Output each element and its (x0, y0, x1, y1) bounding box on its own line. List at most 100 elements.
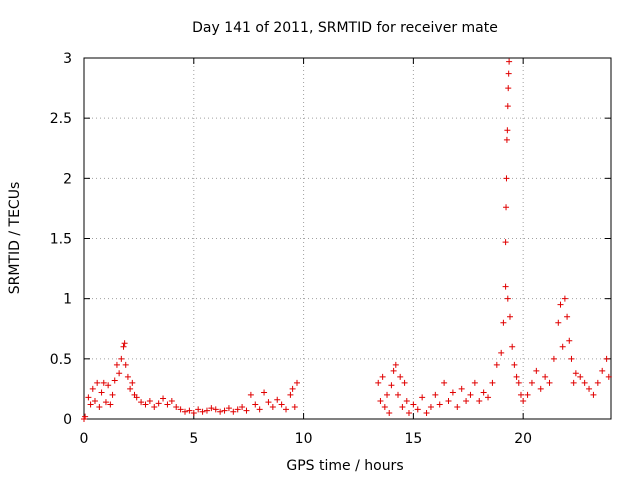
data-point (160, 395, 167, 402)
plot-frame (83, 57, 612, 420)
data-point (550, 355, 557, 362)
data-point (566, 337, 573, 344)
data-point (225, 405, 232, 412)
data-point (533, 367, 540, 374)
data-point (476, 397, 483, 404)
data-point (489, 379, 496, 386)
data-point (89, 385, 96, 392)
data-point (146, 397, 153, 404)
data-point (100, 379, 107, 386)
data-point (212, 406, 219, 413)
data-point (410, 401, 417, 408)
data-point (274, 396, 281, 403)
data-point (96, 403, 103, 410)
data-point (505, 85, 512, 92)
data-point (397, 373, 404, 380)
data-point (454, 403, 461, 410)
data-point (505, 70, 512, 77)
data-point (432, 391, 439, 398)
data-point (287, 391, 294, 398)
data-point (377, 397, 384, 404)
data-point (177, 406, 184, 413)
data-point (105, 382, 112, 389)
data-point (445, 397, 452, 404)
x-tick-label: 20 (514, 431, 532, 447)
data-point (423, 409, 430, 416)
data-point (503, 136, 510, 143)
data-point (293, 379, 300, 386)
data-point (570, 379, 577, 386)
data-point (247, 391, 254, 398)
data-point (375, 379, 382, 386)
data-point (173, 403, 180, 410)
data-point (537, 385, 544, 392)
data-point (116, 370, 123, 377)
data-point (517, 391, 524, 398)
data-point (113, 361, 120, 368)
data-point (414, 406, 421, 413)
data-point (182, 408, 189, 415)
data-point (278, 401, 285, 408)
data-point (120, 343, 127, 350)
y-tick-label: 2.5 (50, 111, 72, 127)
data-point (133, 394, 140, 401)
data-point (503, 175, 510, 182)
data-point (388, 382, 395, 389)
data-point (463, 397, 470, 404)
data-point (199, 408, 206, 415)
data-point (458, 385, 465, 392)
axis-ticks: 0 5 10 15 20 0 0.5 1 1.5 2 2.5 3 (50, 51, 611, 447)
data-point (581, 379, 588, 386)
data-point (520, 397, 527, 404)
data-point (503, 204, 510, 211)
y-tick-label: 1 (63, 292, 72, 308)
data-point (511, 361, 518, 368)
data-point (528, 379, 535, 386)
data-point (239, 403, 246, 410)
data-points (81, 58, 612, 422)
data-point (379, 373, 386, 380)
data-point (594, 379, 601, 386)
data-point (557, 301, 564, 308)
data-point (252, 401, 259, 408)
data-point (498, 349, 505, 356)
data-point (289, 385, 296, 392)
data-point (515, 379, 522, 386)
data-point (124, 373, 131, 380)
x-tick-label: 10 (295, 431, 313, 447)
data-point (121, 340, 128, 347)
data-point (485, 394, 492, 401)
data-point (506, 58, 513, 65)
x-axis-label: GPS time / hours (286, 458, 403, 474)
data-point (502, 283, 509, 290)
data-point (506, 313, 513, 320)
data-point (87, 401, 94, 408)
data-point (164, 401, 171, 408)
data-point (509, 343, 516, 350)
data-point (91, 397, 98, 404)
x-tick-label: 0 (80, 431, 89, 447)
data-point (399, 403, 406, 410)
data-point (269, 403, 276, 410)
data-point (449, 389, 456, 396)
data-point (217, 408, 224, 415)
data-point (265, 399, 272, 406)
x-tick-label: 15 (404, 431, 422, 447)
y-axis-label: SRMTID / TECUs (7, 182, 23, 295)
data-point (555, 319, 562, 326)
y-tick-label: 3 (63, 51, 72, 67)
data-point (504, 103, 511, 110)
data-point (283, 406, 290, 413)
data-point (572, 370, 579, 377)
data-point (513, 373, 520, 380)
data-point (186, 407, 193, 414)
data-point (384, 391, 391, 398)
data-point (261, 389, 268, 396)
data-point (102, 399, 109, 406)
data-point (395, 391, 402, 398)
y-tick-label: 0.5 (50, 352, 72, 368)
data-point (504, 295, 511, 302)
data-point (142, 401, 149, 408)
data-point (109, 391, 116, 398)
data-point (208, 405, 215, 412)
